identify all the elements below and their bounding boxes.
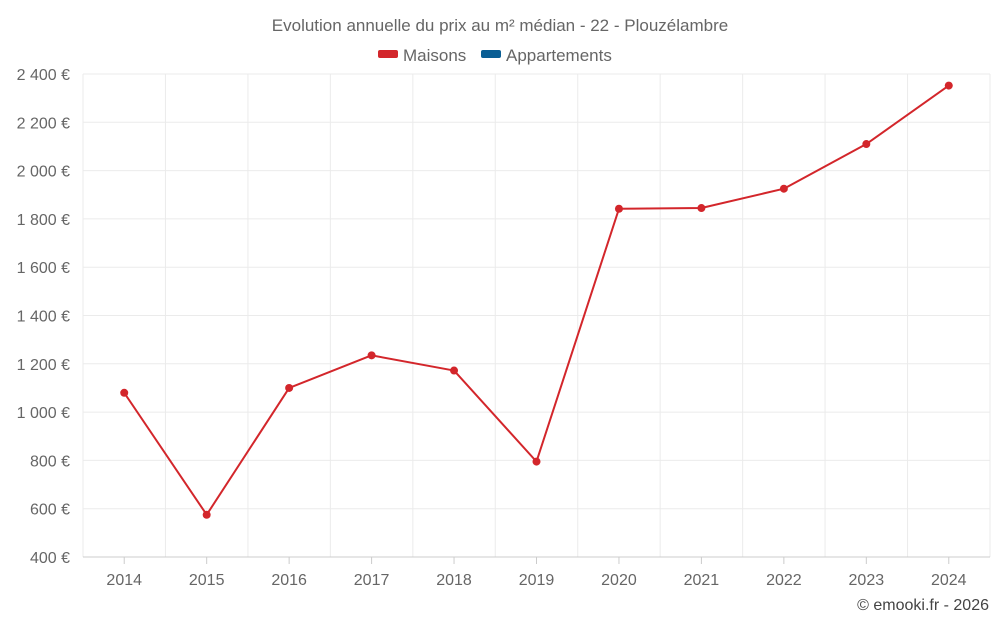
legend-swatch-maisons [378,50,398,58]
y-tick-label: 2 400 € [17,67,70,84]
chart-title: Evolution annuelle du prix au m² médian … [272,16,728,35]
y-tick-label: 1 600 € [17,260,70,277]
legend-swatch-appartements [481,50,501,58]
data-point-maisons-2017[interactable] [367,351,376,360]
y-tick-label: 400 € [30,550,70,567]
data-point-maisons-2022[interactable] [779,184,788,193]
x-tick-label: 2024 [931,572,967,589]
x-tick-label: 2019 [519,572,555,589]
y-tick-label: 600 € [30,502,70,519]
legend-item-appartements[interactable]: Appartements [481,46,612,65]
y-tick-label: 2 200 € [17,115,70,132]
legend: Maisons Appartements [378,46,612,65]
credit-text: © emooki.fr - 2026 [857,597,989,614]
data-point-maisons-2018[interactable] [450,366,459,375]
gridlines [82,73,991,557]
y-tick-label: 1 000 € [17,405,70,422]
x-tick-label: 2021 [684,572,720,589]
y-tick-label: 1 200 € [17,357,70,374]
data-point-maisons-2014[interactable] [120,388,129,397]
data-point-maisons-2019[interactable] [532,457,541,466]
x-tick-label: 2015 [189,572,225,589]
x-tick-label: 2020 [601,572,637,589]
y-tick-label: 800 € [30,453,70,470]
x-axis-ticks: 2014 2015 2016 2017 2018 2019 2020 2021 2022 2023… [106,557,967,589]
data-point-maisons-2021[interactable] [697,204,706,213]
x-tick-label: 2022 [766,572,802,589]
data-point-maisons-2016[interactable] [285,383,294,392]
y-tick-label: 2 000 € [17,164,70,181]
y-axis-ticks: 400 € 600 € 800 € 1 000 € 1 200 € 1 400 € 1 60… [17,67,70,567]
data-point-maisons-2024[interactable] [944,81,953,90]
x-tick-label: 2018 [436,572,472,589]
data-point-maisons-2023[interactable] [862,140,871,149]
x-tick-label: 2014 [106,572,142,589]
x-tick-label: 2023 [849,572,885,589]
data-point-maisons-2015[interactable] [202,510,211,519]
data-points [120,81,953,519]
legend-item-maisons[interactable]: Maisons [378,46,466,65]
y-tick-label: 1 800 € [17,212,70,229]
x-tick-label: 2016 [271,572,307,589]
data-point-maisons-2020[interactable] [614,204,623,213]
legend-label-appartements: Appartements [506,46,612,65]
legend-label-maisons: Maisons [403,46,466,65]
x-tick-label: 2017 [354,572,390,589]
y-tick-label: 1 400 € [17,309,70,326]
